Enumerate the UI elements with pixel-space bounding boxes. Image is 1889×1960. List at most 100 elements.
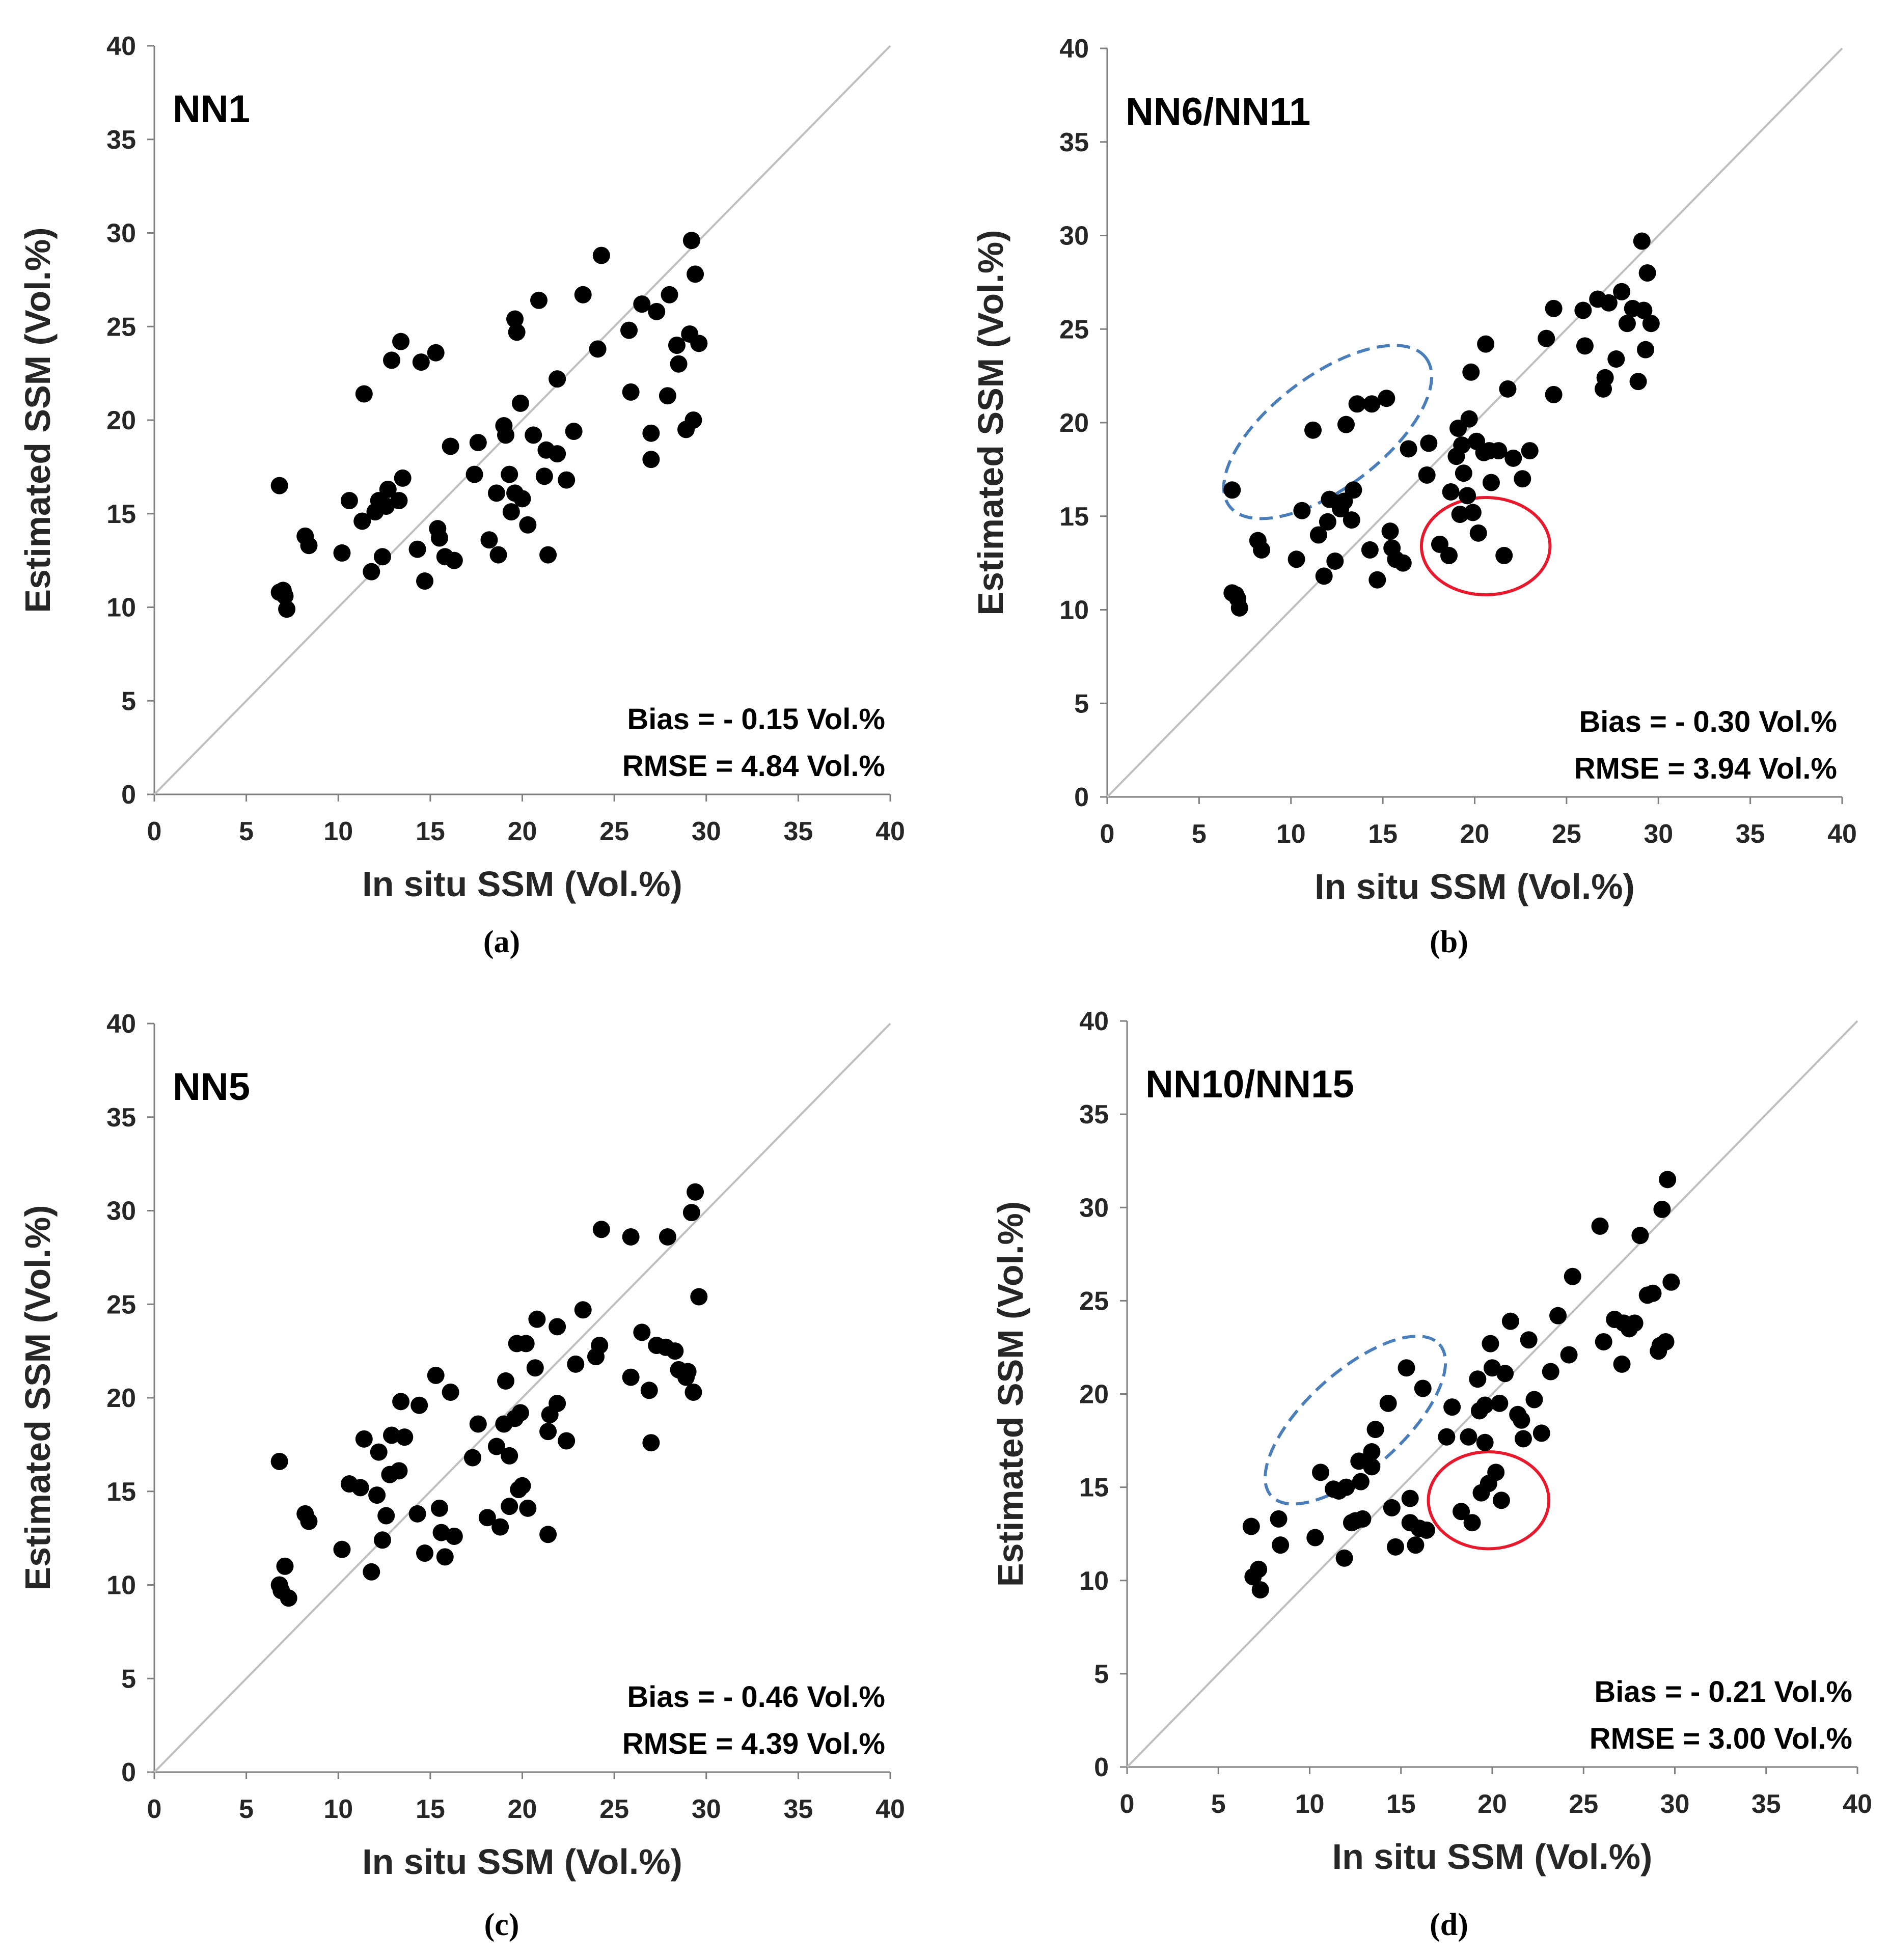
x-tick-label: 15 [416, 1795, 445, 1824]
data-point [633, 1323, 651, 1341]
x-tick-label: 15 [1368, 819, 1398, 849]
x-tick-label: 30 [692, 817, 721, 846]
y-tick-label: 20 [1079, 1380, 1109, 1410]
y-tick-label: 15 [1079, 1473, 1109, 1503]
data-point [1525, 1391, 1543, 1409]
data-point [445, 1527, 463, 1545]
data-point [1513, 1411, 1530, 1429]
data-point [1542, 1363, 1559, 1381]
data-point [528, 1310, 546, 1328]
data-point [1607, 350, 1625, 368]
x-tick-label: 25 [1552, 819, 1581, 849]
data-point [363, 563, 380, 581]
x-axis-title: In situ SSM (Vol.%) [1332, 1837, 1653, 1876]
data-point [513, 490, 531, 508]
data-point [1633, 232, 1651, 250]
data-point [682, 232, 700, 250]
data-point [1618, 315, 1636, 333]
data-point [1250, 1560, 1268, 1578]
x-tick-label: 0 [1120, 1789, 1135, 1819]
data-point [508, 323, 526, 341]
y-tick-label: 25 [1079, 1286, 1109, 1316]
data-point [1315, 567, 1333, 585]
data-point [549, 1318, 566, 1336]
bias-label: Bias = - 0.15 Vol.% [627, 703, 885, 736]
data-point [1600, 294, 1618, 312]
x-tick-label: 30 [1660, 1789, 1690, 1819]
data-point [1644, 1284, 1662, 1302]
data-point [1504, 449, 1522, 467]
data-point [1545, 299, 1563, 317]
y-tick-label: 30 [1059, 222, 1089, 251]
data-point [445, 551, 463, 569]
data-point [1363, 1443, 1381, 1461]
panel-title: NN1 [173, 88, 250, 131]
data-point [430, 1499, 448, 1517]
data-point [480, 531, 498, 549]
panel-caption: (a) [483, 925, 520, 959]
y-tick-label: 5 [121, 1664, 136, 1694]
data-point [410, 1396, 428, 1414]
data-point [1335, 1549, 1353, 1567]
data-point [1499, 380, 1517, 398]
data-point [442, 437, 459, 455]
data-point [1451, 506, 1469, 523]
y-tick-label: 30 [106, 1197, 136, 1226]
data-point [1520, 1331, 1538, 1349]
y-tick-label: 25 [1059, 315, 1089, 344]
blue-dashed-ellipse [1264, 1335, 1447, 1506]
data-point [276, 1557, 294, 1575]
y-tick-label: 30 [106, 219, 136, 249]
y-axis-title: Estimated SSM (Vol.%) [971, 230, 1010, 615]
data-point [685, 1383, 702, 1401]
data-point [430, 529, 448, 547]
data-point [333, 1540, 351, 1558]
x-tick-label: 35 [1736, 819, 1765, 849]
data-point [511, 1404, 529, 1422]
data-point [690, 1288, 708, 1306]
one-to-one-line [153, 1023, 891, 1773]
data-point [1662, 1273, 1680, 1291]
bias-label: Bias = - 0.46 Vol.% [627, 1680, 885, 1714]
data-point [539, 1526, 557, 1543]
data-point [1442, 483, 1460, 501]
y-tick-label: 0 [1074, 783, 1089, 812]
data-point [368, 1486, 386, 1504]
data-point [1319, 513, 1336, 531]
blue-dashed-ellipse [1222, 344, 1434, 520]
data-point [1354, 1510, 1372, 1528]
data-point [363, 1563, 380, 1581]
data-point [549, 370, 566, 388]
data-point [539, 546, 557, 564]
data-point [1521, 442, 1539, 460]
data-point [640, 1382, 658, 1399]
data-point [1491, 1394, 1509, 1412]
data-point [622, 383, 640, 401]
data-point [1462, 363, 1480, 381]
data-point [1626, 1314, 1644, 1332]
x-tick-label: 5 [239, 1795, 254, 1824]
data-point [1293, 502, 1311, 519]
data-point [1532, 1424, 1550, 1442]
data-point [592, 1221, 610, 1238]
data-point [1443, 1398, 1461, 1416]
data-point [394, 469, 412, 487]
y-tick-label: 40 [1059, 34, 1089, 64]
x-tick-label: 10 [1276, 819, 1306, 849]
data-point [278, 600, 296, 618]
y-tick-label: 35 [1079, 1100, 1109, 1129]
data-point [427, 1366, 445, 1384]
data-point [1596, 369, 1614, 387]
y-axis-title: Estimated SSM (Vol.%) [991, 1201, 1030, 1587]
data-point [1545, 385, 1563, 403]
data-point [1378, 390, 1395, 407]
data-point [1438, 1428, 1456, 1446]
data-point [1455, 464, 1472, 482]
rmse-label: RMSE = 4.39 Vol.% [622, 1727, 885, 1760]
y-tick-label: 0 [121, 780, 136, 810]
data-point [478, 1509, 496, 1527]
data-point [1418, 466, 1436, 484]
one-to-one-line [153, 45, 891, 795]
panel-caption: (c) [484, 1908, 519, 1942]
data-point [1549, 1307, 1567, 1324]
